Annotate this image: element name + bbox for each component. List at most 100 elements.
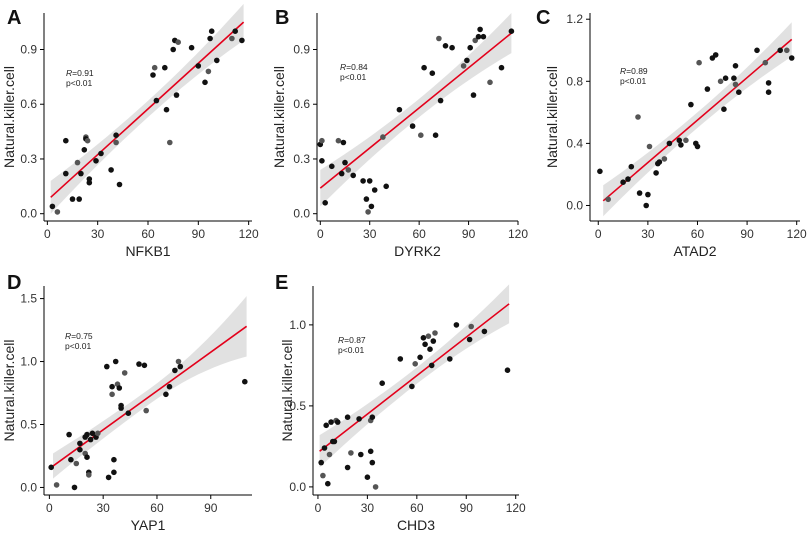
data-point [429,70,436,76]
data-point [141,362,148,369]
data-point [151,64,158,71]
data-point [597,168,603,175]
data-point [175,39,181,45]
data-point [628,163,635,170]
data-point [326,451,333,458]
data-point [696,59,702,66]
p-value-annotation: p<0.01 [340,72,367,82]
data-point [754,47,760,54]
data-point [369,414,376,421]
y-tick-label: 1.2 [566,12,583,26]
data-point [325,480,331,487]
data-point [480,33,487,40]
y-axis-title: Natural.killer.cell [544,66,560,168]
data-point [109,391,115,398]
data-point [350,172,357,179]
data-point [432,330,438,336]
r-value-annotation: R=0.89 [620,66,648,76]
data-point [188,44,195,51]
data-point [498,64,505,71]
r-value: =0.91 [72,68,94,78]
data-point [380,134,386,140]
panel-c: 0 30 60 90 120 0.0 0.4 0.8 1.2 ATAD2 Natural.kille… [544,12,807,259]
data-point [77,440,83,447]
data-point [175,358,182,365]
confidence-band [319,284,510,468]
x-tick-label: 30 [641,227,655,241]
data-point [87,436,94,443]
r-value-annotation: R=0.84 [340,62,368,72]
data-point [321,445,328,451]
data-point [412,361,419,367]
data-point [113,139,119,146]
data-point [84,137,91,144]
data-point [342,159,348,166]
x-tick-label: 90 [462,227,476,241]
y-tick-label: 0.6 [20,97,37,111]
y-tick-label: 0.6 [293,97,310,111]
data-point [472,37,479,44]
data-point [784,47,790,54]
confidence-band [53,296,247,479]
r-value: =0.89 [626,66,648,76]
data-point [788,55,795,61]
data-point [78,170,84,177]
data-point [170,46,176,53]
data-point [383,183,390,190]
data-point [202,79,208,86]
data-point [73,460,80,467]
y-tick-label: 0.5 [20,417,37,431]
data-point [163,106,170,113]
data-point [214,57,220,64]
data-point [136,361,142,367]
x-tick-label: 120 [239,227,259,241]
data-point [477,26,483,33]
panel-letter-d: D [7,272,21,294]
y-tick-label: 0.0 [289,480,306,494]
y-tick-label: 0.3 [293,152,310,166]
r-symbol: R [620,66,626,76]
data-point [239,37,245,44]
r-value-annotation: R=0.91 [66,68,94,78]
data-point [63,170,69,177]
data-point [372,484,379,490]
x-tick-label: 60 [410,501,424,515]
data-point [344,414,351,421]
data-point [150,72,156,78]
data-point [207,35,213,42]
data-point [63,137,69,144]
data-point [112,358,119,365]
y-axis-title: Natural.killer.cell [271,66,287,168]
data-point [348,450,354,456]
y-axis-title: Natural.killer.cell [1,66,17,168]
data-point [363,196,370,202]
data-point [162,64,168,71]
data-point [625,176,631,182]
regression-line [319,32,512,189]
data-point [143,407,149,414]
data-point [68,456,74,463]
regression-line [602,38,793,202]
x-axis-title: YAP1 [131,517,166,533]
data-point [358,451,364,458]
x-axis-title: DYRK2 [394,243,441,259]
r-symbol: R [338,335,344,345]
data-point [323,422,330,429]
data-point [338,170,345,177]
x-tick-label: 60 [141,227,155,241]
data-point [368,203,375,210]
y-tick-label: 0.9 [20,42,37,56]
data-point [322,200,329,206]
x-tick-label: 120 [506,501,526,515]
data-point [205,68,212,75]
panel-b: 0 30 60 90 120 0.0 0.3 0.6 0.9 DYRK2 Natural.kille… [271,13,528,259]
x-tick-label: 0 [44,227,51,241]
data-point [232,28,238,34]
data-point [676,137,683,144]
data-point [320,472,326,479]
data-point [172,367,178,374]
regression-line [50,21,245,198]
x-axis-title: ATAD2 [673,243,716,259]
data-point [242,378,248,385]
